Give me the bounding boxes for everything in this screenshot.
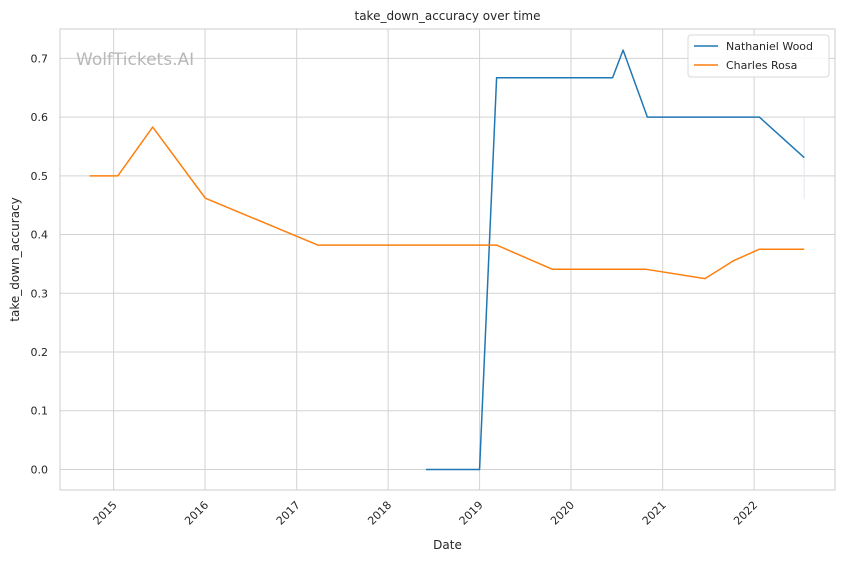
x-gridlines: [113, 29, 755, 490]
legend-box: [687, 34, 830, 78]
legend-label: Charles Rosa: [726, 59, 797, 72]
y-tick-label: 0.5: [31, 170, 49, 183]
y-tick-label: 0.2: [31, 346, 49, 359]
series-line-1: [425, 49, 805, 471]
y-axis-label: take_down_accuracy: [8, 197, 22, 321]
x-tick-label: 2018: [365, 499, 394, 528]
x-tick-label: 2016: [182, 499, 211, 528]
x-tick-labels: 2015 2016 2017 2018 2019 2020 2021 2022: [91, 499, 760, 528]
legend: Nathaniel Wood Charles Rosa: [687, 34, 830, 78]
y-tick-label: 0.4: [31, 229, 49, 242]
x-tick-label: 2019: [457, 499, 486, 528]
x-tick-label: 2017: [274, 499, 303, 528]
chart-title: take_down_accuracy over time: [355, 9, 541, 23]
y-tick-label: 0.3: [31, 287, 49, 300]
y-gridlines: [60, 57, 835, 470]
x-tick-label: 2020: [548, 499, 577, 528]
y-tick-label: 0.1: [31, 405, 49, 418]
series-line-2: [89, 126, 805, 280]
x-tick-label: 2015: [91, 499, 120, 528]
watermark: WolfTickets.AI: [76, 50, 194, 70]
x-tick-label: 2021: [640, 499, 669, 528]
y-tick-labels: 0.0 0.1 0.2 0.3 0.4 0.5 0.6 0.7: [31, 52, 49, 476]
plot-frame: [59, 28, 836, 491]
series-layer: [89, 49, 805, 471]
y-tick-label: 0.7: [31, 52, 49, 65]
legend-label: Nathaniel Wood: [726, 40, 813, 53]
y-tick-label: 0.6: [31, 111, 49, 124]
y-tick-label: 0.0: [31, 463, 49, 476]
x-tick-label: 2022: [731, 499, 760, 528]
x-axis-label: Date: [433, 538, 462, 552]
